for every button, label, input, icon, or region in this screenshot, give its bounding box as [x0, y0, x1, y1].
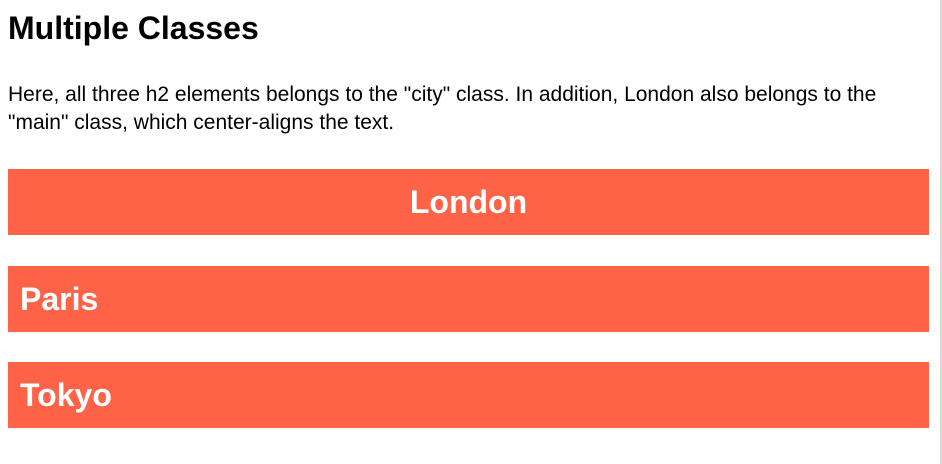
- city-heading-london: London: [8, 169, 929, 235]
- intro-paragraph: Here, all three h2 elements belongs to t…: [8, 83, 877, 134]
- page-title: Multiple Classes: [8, 10, 259, 46]
- scrollbar-edge[interactable]: [940, 0, 942, 464]
- page-content: Multiple Classes Here, all three h2 elem…: [8, 0, 929, 428]
- city-heading-paris: Paris: [8, 266, 929, 332]
- city-heading-tokyo: Tokyo: [8, 362, 929, 428]
